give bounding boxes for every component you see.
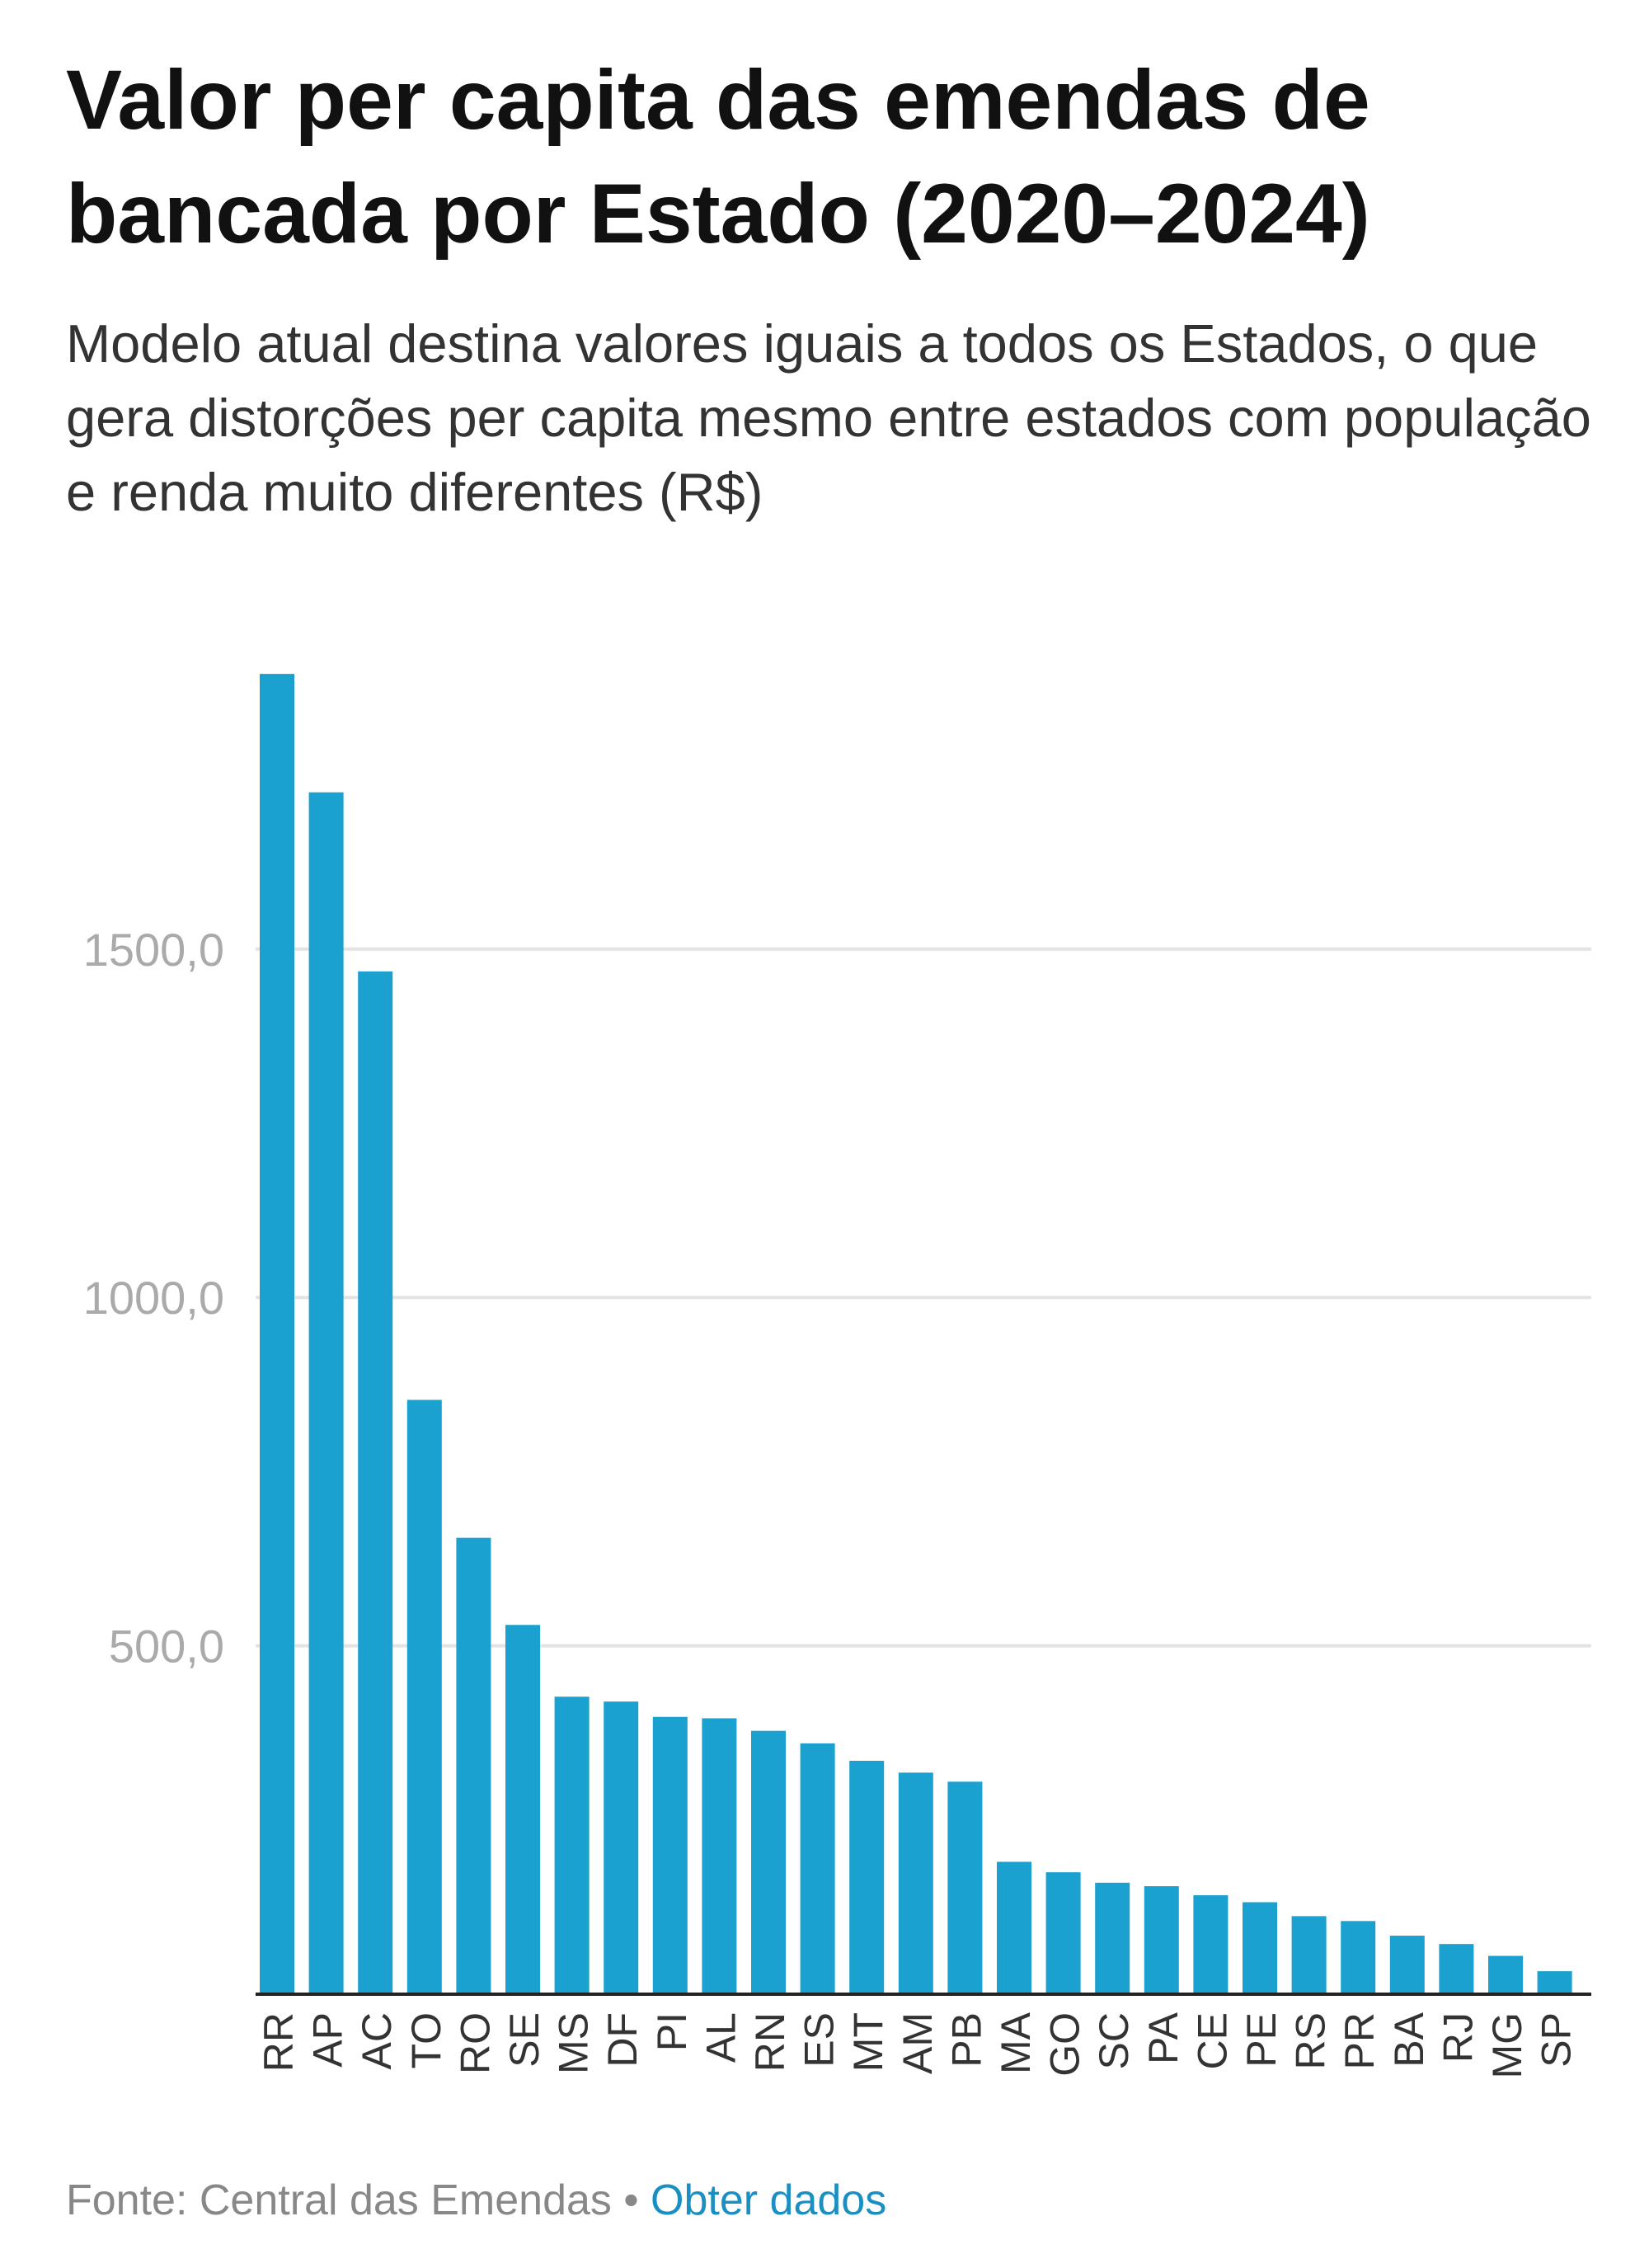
gridlines: [256, 947, 1591, 1648]
bars: [260, 674, 1572, 1994]
y-tick-label: 500,0: [109, 1621, 224, 1673]
x-category-label: RS: [1288, 2012, 1334, 2069]
bar-se: [505, 1625, 540, 1994]
x-category-label: ES: [796, 2012, 843, 2068]
bar-ro: [456, 1537, 491, 1994]
x-category-label: SE: [501, 2012, 547, 2068]
footer: Fonte: Central das Emendas • Obter dados: [66, 2176, 886, 2225]
bar-df: [604, 1701, 639, 1994]
bar-mg: [1488, 1955, 1523, 1994]
chart-title: Valor per capita das emendas de bancada …: [66, 53, 1370, 261]
x-category-label: RJ: [1435, 2012, 1481, 2063]
bar-pi: [652, 1716, 688, 1994]
bar-sc: [1095, 1882, 1130, 1994]
x-category-label: MT: [845, 2012, 891, 2072]
bar-mt: [849, 1760, 885, 1994]
x-category-label: PA: [1140, 2012, 1186, 2064]
x-category-label: SP: [1534, 2012, 1580, 2068]
bar-pb: [947, 1781, 983, 1994]
x-category-label: AP: [305, 2012, 351, 2068]
bar-ac: [358, 971, 393, 1994]
x-category-label: MG: [1484, 2012, 1530, 2079]
bar-al: [702, 1718, 737, 1994]
x-category-label: RN: [747, 2012, 793, 2072]
bar-ce: [1193, 1895, 1229, 1994]
x-category-label: BA: [1386, 2012, 1432, 2067]
source-text: Fonte: Central das Emendas: [66, 2176, 612, 2224]
x-category-label: RR: [256, 2012, 302, 2072]
y-tick-label: 1000,0: [83, 1272, 224, 1324]
x-category-label: TO: [403, 2012, 449, 2069]
x-category-label: PR: [1337, 2012, 1383, 2069]
bar-rs: [1291, 1916, 1327, 1994]
bar-pr: [1341, 1921, 1376, 1994]
bar-es: [800, 1743, 835, 1994]
x-category-label: PB: [943, 2012, 989, 2068]
bar-am: [898, 1772, 933, 1994]
bar-ms: [554, 1696, 590, 1994]
x-category-label: GO: [1042, 2012, 1088, 2077]
bar-go: [1045, 1872, 1081, 1994]
y-tick-label: 1500,0: [83, 924, 224, 976]
footer-separator: •: [623, 2176, 639, 2224]
x-category-label: DF: [599, 2012, 646, 2068]
x-category-label: CE: [1189, 2012, 1235, 2069]
x-category-label: RO: [452, 2012, 498, 2074]
x-category-label: MA: [993, 2012, 1039, 2074]
bar-to: [406, 1400, 442, 1994]
x-category-label: AM: [895, 2012, 941, 2074]
bar-pe: [1243, 1902, 1277, 1994]
get-data-link[interactable]: Obter dados: [651, 2176, 887, 2224]
bar-rn: [751, 1730, 786, 1994]
x-category-label: PE: [1238, 2012, 1285, 2068]
bar-sp: [1537, 1971, 1572, 1994]
bar-ba: [1389, 1936, 1425, 1994]
bar-ma: [997, 1861, 1031, 1994]
x-category-label: SC: [1091, 2012, 1137, 2069]
bar-pa: [1144, 1886, 1179, 1994]
x-category-label: PI: [649, 2012, 695, 2051]
x-category-label: AL: [698, 2012, 744, 2063]
bar-rr: [260, 674, 294, 1994]
bar-ap: [308, 792, 344, 1994]
labels: 500,0 1000,0 1500,0 RR AP AC TO RO SE MS DF PI AL RN E…: [83, 924, 1580, 2079]
chart-subtitle: Modelo atual destina valores iguais a to…: [66, 313, 1591, 522]
bar-rj: [1439, 1944, 1474, 1994]
x-category-label: MS: [551, 2012, 597, 2074]
x-category-label: AC: [354, 2012, 400, 2069]
bar-chart: 500,0 1000,0 1500,0 RR AP AC TO RO SE MS DF PI AL RN E…: [83, 674, 1591, 2079]
